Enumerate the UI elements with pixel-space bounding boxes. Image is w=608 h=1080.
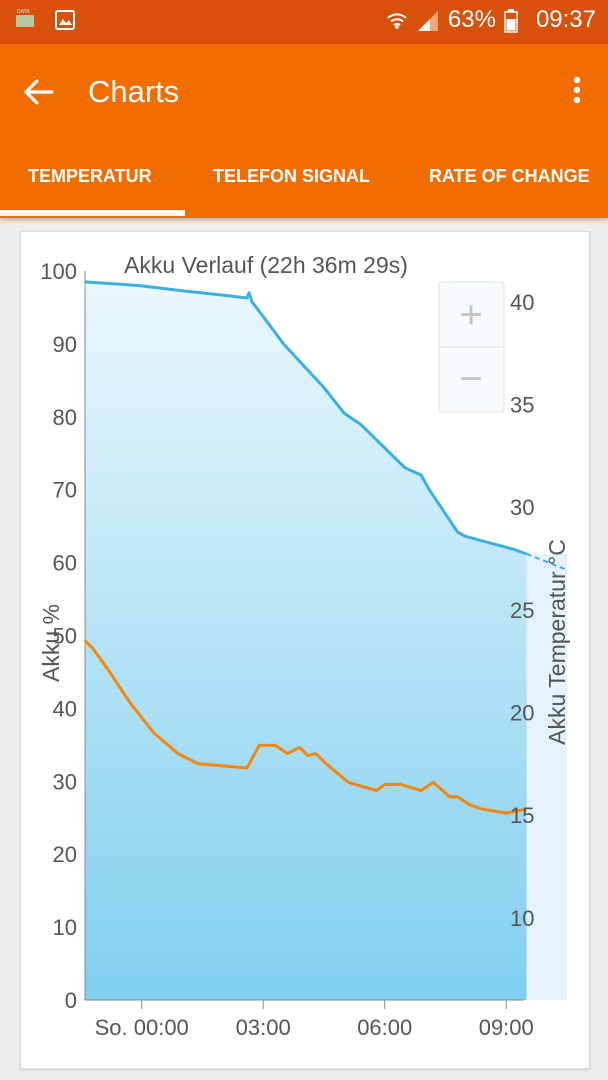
- zoom-controls: + −: [438, 281, 505, 413]
- y2-tick-label: 40: [510, 290, 534, 315]
- clock: 09:37: [535, 6, 596, 33]
- page-title: Charts: [88, 74, 180, 109]
- overflow-menu-button[interactable]: [568, 72, 586, 112]
- x-tick-label: 03:00: [236, 1015, 291, 1040]
- projection-area: [526, 553, 567, 1000]
- x-tick-label: So. 00:00: [95, 1015, 189, 1040]
- y2-tick-label: 35: [510, 392, 534, 417]
- wifi-icon: [384, 9, 408, 31]
- battery-chart[interactable]: 0 10 20 30 40 50 60 70 80 90 100 10 15 20 25 30 35 40 So. …: [21, 232, 589, 1068]
- y2-tick-label: 30: [510, 495, 534, 520]
- battery-area: [85, 281, 527, 1000]
- y-axis-label: Akku %: [38, 604, 64, 682]
- back-button[interactable]: [18, 72, 66, 112]
- y2-tick-label: 25: [510, 598, 534, 623]
- y2-tick-label: 20: [510, 701, 534, 726]
- tab-bar: TEMPERATUR TELEFON SIGNAL RATE OF CHANGE: [0, 146, 608, 218]
- tab-temperatur[interactable]: TEMPERATUR: [28, 166, 152, 186]
- y-tick-label: 50: [53, 624, 77, 649]
- chart-title: Akku Verlauf (22h 36m 29s): [124, 252, 408, 278]
- y2-tick-label: 10: [510, 906, 534, 931]
- y-tick-label: 10: [53, 915, 77, 940]
- zoom-in-icon: +: [459, 293, 482, 337]
- tab-indicator: [0, 210, 185, 216]
- y-tick-label: 60: [53, 551, 77, 576]
- arrow-left-icon: [24, 79, 54, 105]
- y-tick-label: 90: [53, 332, 77, 357]
- chart-card: 0 10 20 30 40 50 60 70 80 90 100 10 15 20 25 30 35 40 So. …: [20, 231, 590, 1069]
- y-tick-label: 70: [53, 478, 77, 503]
- y-tick-label: 40: [53, 696, 77, 721]
- y-tick-label: 0: [65, 988, 77, 1013]
- y2-axis-label: Akku Temperatur °C: [544, 539, 570, 745]
- battery-projection-line: [526, 552, 568, 571]
- battery-percent: 63%: [447, 6, 496, 33]
- cell-signal-icon: [416, 9, 440, 31]
- y2-tick-label: 15: [510, 803, 534, 828]
- tab-rate-of-change[interactable]: RATE OF CHANGE: [429, 166, 590, 186]
- y-tick-label: 20: [53, 842, 77, 867]
- battery-icon: [504, 9, 528, 33]
- tab-telefon-signal[interactable]: TELEFON SIGNAL: [213, 166, 370, 186]
- svg-text:DATA: DATA: [17, 9, 30, 15]
- y-tick-label: 100: [40, 259, 77, 284]
- zoom-out-icon: −: [459, 357, 482, 401]
- app-bar: Charts TEMPERATUR TELEFON SIGNAL RATE OF…: [0, 44, 608, 218]
- temperature-line: [83, 639, 527, 815]
- image-notification-icon: [54, 9, 78, 31]
- y-tick-label: 80: [53, 405, 77, 430]
- x-tick-label: 06:00: [357, 1015, 412, 1040]
- x-tick-label: 09:00: [479, 1015, 534, 1040]
- battery-line: [84, 280, 528, 556]
- more-vert-icon: [573, 76, 581, 104]
- y-tick-label: 30: [53, 769, 77, 794]
- status-bar: DATA 63% 09:37: [0, 0, 608, 44]
- sim-data-icon: DATA: [14, 9, 38, 31]
